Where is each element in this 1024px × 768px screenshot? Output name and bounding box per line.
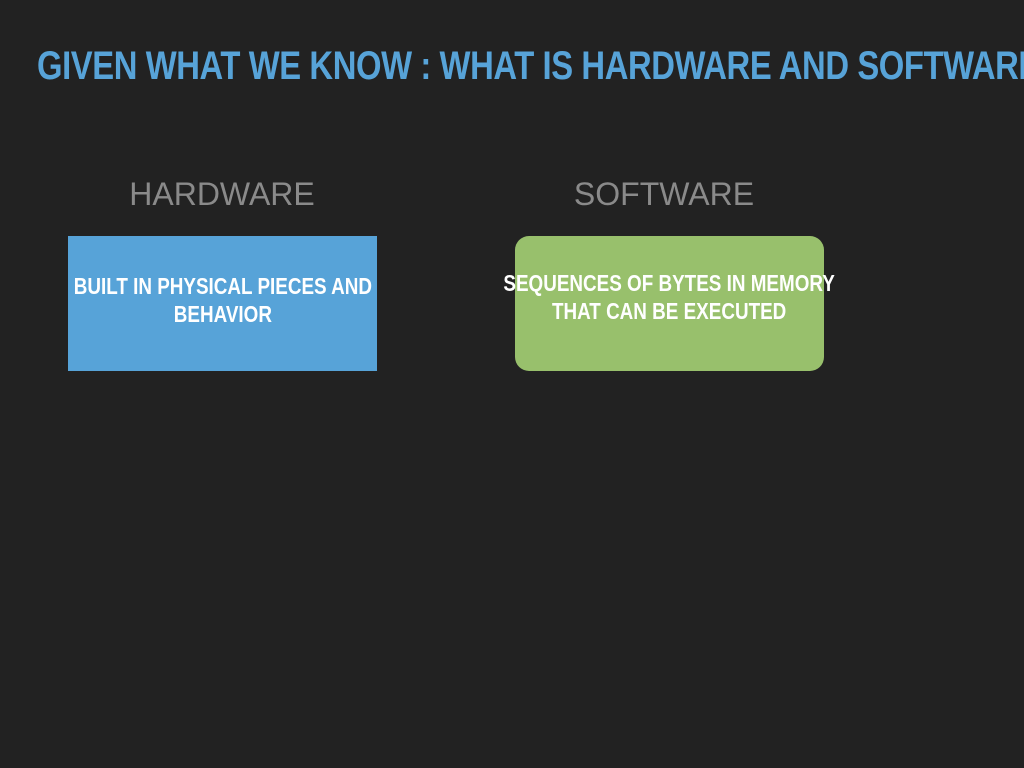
hardware-definition-text: BUILT IN PHYSICAL PIECES AND BEHAVIOR [73, 272, 371, 328]
hardware-heading: HARDWARE [129, 176, 315, 212]
software-definition-text: SEQUENCES OF BYTES IN MEMORY THAT CAN BE… [504, 269, 835, 325]
software-definition-line-2: THAT CAN BE EXECUTED [552, 298, 787, 324]
hardware-definition-box: BUILT IN PHYSICAL PIECES AND BEHAVIOR [68, 236, 377, 371]
slide-title: GIVEN WHAT WE KNOW : WHAT IS HARDWARE AN… [37, 44, 1024, 88]
software-definition-line-1: SEQUENCES OF BYTES IN MEMORY [503, 270, 836, 296]
software-heading: SOFTWARE [573, 176, 755, 212]
software-definition-box: SEQUENCES OF BYTES IN MEMORY THAT CAN BE… [504, 236, 835, 371]
hardware-definition-line-1: BUILT IN PHYSICAL PIECES AND [73, 273, 372, 299]
hardware-definition-line-2: BEHAVIOR [173, 301, 272, 327]
